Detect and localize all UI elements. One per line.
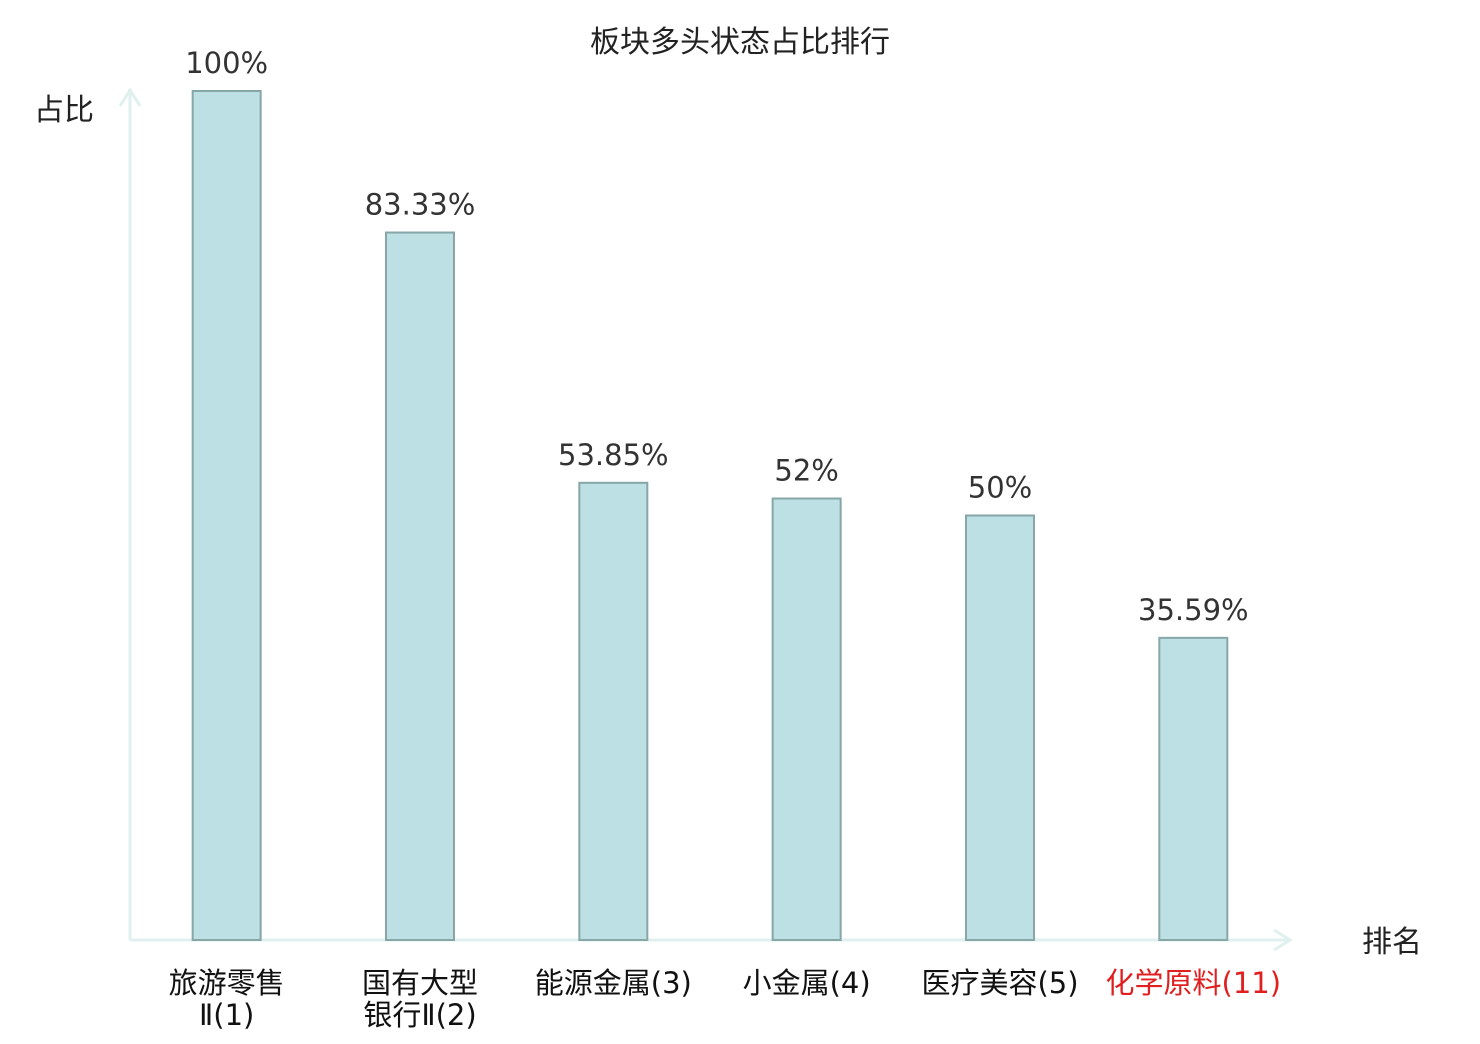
value-label: 52% (774, 454, 838, 488)
category-label: 小金属(4) (743, 966, 871, 1000)
bar (771, 497, 842, 941)
value-label: 35.59% (1138, 593, 1249, 627)
category-label: 银行Ⅱ(2) (363, 998, 476, 1032)
y-axis-arrow (118, 87, 142, 107)
category-label: 医疗美容(5) (921, 966, 1078, 1000)
x-axis-arrow (1273, 928, 1293, 952)
category-label: 化学原料(11) (1106, 966, 1282, 1000)
category-label: 国有大型 (362, 966, 478, 1000)
bar (964, 514, 1035, 941)
value-label: 83.33% (365, 188, 476, 222)
axes (118, 87, 1293, 952)
value-label: 53.85% (558, 438, 669, 472)
bars (191, 90, 1229, 941)
chart-title: 板块多头状态占比排行 (590, 25, 890, 60)
bar (384, 231, 455, 941)
category-label: Ⅱ(1) (199, 998, 254, 1032)
category-label: 能源金属(3) (535, 966, 692, 1000)
bar (578, 481, 649, 941)
bar (1158, 636, 1229, 941)
category-label: 旅游零售 (169, 966, 285, 1000)
value-label: 100% (185, 46, 268, 80)
value-label: 50% (968, 471, 1032, 505)
y-axis-label: 占比 (34, 93, 94, 128)
x-axis-label: 排名 (1362, 925, 1422, 960)
value-labels: 100% 83.33% 53.85% 52% 50% 35.59% (185, 46, 1248, 627)
bar (191, 90, 262, 941)
